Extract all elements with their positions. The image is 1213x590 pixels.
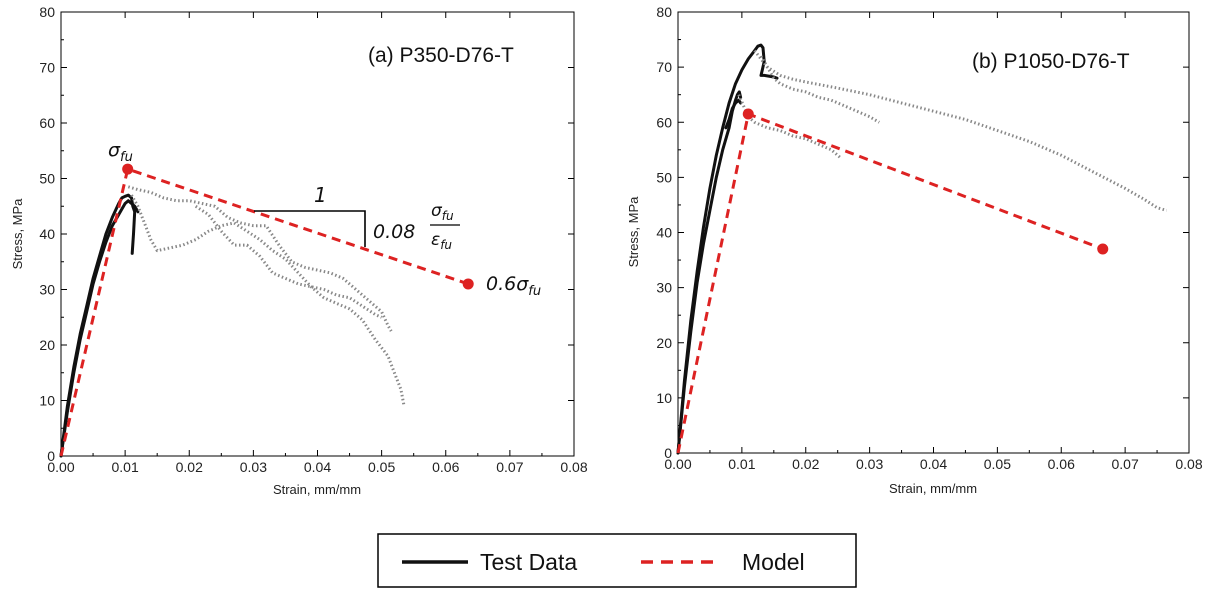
panel-b-y-tick-label: 60	[656, 114, 672, 130]
panel-a-y-tick-label: 80	[39, 4, 55, 20]
panel-a-x-tick-label: 0.05	[368, 459, 395, 475]
slope-fraction-numerator: σfu	[431, 201, 454, 223]
panel-b-model-line	[676, 111, 1104, 454]
panel-a-x-tick-label: 0.06	[432, 459, 459, 475]
panel-b-chart: 0.00 0.01 0.02 0.03 0.04 0.05 0.06 0.07 0.08 0 10 2…	[626, 4, 1203, 496]
panel-a-title: (a) P350-D76-T	[368, 44, 514, 67]
panel-a-test-data-scatter-4	[194, 205, 383, 319]
panel-a-x-tick-label: 0.01	[112, 459, 139, 475]
panel-a-y-tick-label: 40	[39, 226, 55, 242]
panel-b-x-tick-label: 0.07	[1112, 456, 1139, 472]
panel-b-test-data-scatter-4	[759, 55, 880, 124]
panel-a-ticks: 0.00 0.01 0.02 0.03 0.04 0.05 0.06 0.07 0.08 0 10 2…	[39, 4, 587, 475]
panel-a-x-tick-label: 0.04	[304, 459, 331, 475]
panel-a-y-tick-label: 10	[39, 393, 55, 409]
panel-b-x-tick-label: 0.02	[792, 456, 819, 472]
panel-a-x-tick-label: 0.00	[47, 459, 74, 475]
panel-a-y-tick-label: 0	[47, 448, 55, 464]
panel-a-y-label: Stress, MPa	[10, 198, 25, 270]
panel-a-model-point-0	[122, 163, 134, 175]
panel-a-test-data-line-0	[59, 193, 137, 458]
panel-a-y-tick-label: 30	[39, 282, 55, 298]
panel-b-test-data-scatter-3	[753, 49, 1168, 212]
slope-run-label: 1	[314, 183, 327, 207]
slope-rise-coefficient: 0.08	[373, 221, 415, 243]
panel-a-y-tick-label: 70	[39, 60, 55, 76]
panel-a-x-label: Strain, mm/mm	[273, 482, 361, 497]
panel-b-y-tick-label: 40	[656, 225, 672, 241]
panel-b-test-data-line-2	[724, 98, 743, 130]
panel-a-model-point-1	[462, 278, 474, 290]
peak-stress-label: σfu	[108, 139, 133, 165]
panel-b-y-tick-label: 30	[656, 280, 672, 296]
legend-test-data-label: Test Data	[480, 549, 577, 575]
panel-a-y-tick-label: 50	[39, 171, 55, 187]
panel-b-y-tick-label: 80	[656, 4, 672, 20]
panel-b-x-tick-label: 0.06	[1048, 456, 1075, 472]
panel-a-test-data-line-1	[59, 199, 140, 458]
residual-stress-label: 0.6σfu	[486, 273, 541, 299]
panel-b-y-tick-label: 70	[656, 59, 672, 75]
slope-fraction-denominator: εfu	[431, 230, 452, 252]
panel-b-x-tick-label: 0.05	[984, 456, 1011, 472]
panel-b-x-tick-label: 0.03	[856, 456, 883, 472]
panel-b-test-data-line-0	[676, 43, 779, 455]
panel-b-x-tick-label: 0.01	[728, 456, 755, 472]
panel-b-y-tick-label: 20	[656, 335, 672, 351]
panel-b-test-data-scatter-5	[737, 94, 842, 160]
panel-b-y-tick-label: 50	[656, 169, 672, 185]
panel-a-x-tick-label: 0.03	[240, 459, 267, 475]
panel-b-x-label: Strain, mm/mm	[889, 481, 977, 496]
panel-b-test-data-line-1	[676, 90, 743, 455]
panel-b-ticks: 0.00 0.01 0.02 0.03 0.04 0.05 0.06 0.07 0.08 0 10 2…	[656, 4, 1202, 472]
panel-a-x-tick-label: 0.08	[560, 459, 587, 475]
panel-a-y-tick-label: 20	[39, 337, 55, 353]
panel-b-series	[676, 43, 1168, 455]
panel-a-x-tick-label: 0.07	[496, 459, 523, 475]
panel-b-model-point-0	[742, 108, 754, 120]
panel-a-model-line	[59, 167, 469, 457]
panel-a-test-data-scatter-3	[130, 194, 406, 407]
panel-a-series	[59, 163, 474, 458]
panel-b-y-label: Stress, MPa	[626, 196, 641, 268]
panel-b-plot-frame	[677, 11, 1190, 454]
legend-model-label: Model	[742, 549, 805, 575]
panel-b-y-tick-label: 10	[656, 390, 672, 406]
panel-b-y-tick-label: 0	[664, 445, 672, 461]
panel-a-test-data-scatter-2	[127, 185, 393, 332]
panel-a-chart: 0.00 0.01 0.02 0.03 0.04 0.05 0.06 0.07 0.08 0 10 2…	[10, 4, 588, 497]
panel-b-x-tick-label: 0.08	[1175, 456, 1202, 472]
panel-b-model-point-1	[1097, 243, 1109, 255]
panel-a-x-tick-label: 0.02	[176, 459, 203, 475]
slope-triangle	[254, 210, 366, 247]
legend: Test Data Model	[377, 533, 857, 588]
panel-b-x-tick-label: 0.00	[664, 456, 691, 472]
panel-a-y-tick-label: 60	[39, 115, 55, 131]
panel-b-title: (b) P1050-D76-T	[972, 50, 1130, 73]
panel-b-x-tick-label: 0.04	[920, 456, 947, 472]
